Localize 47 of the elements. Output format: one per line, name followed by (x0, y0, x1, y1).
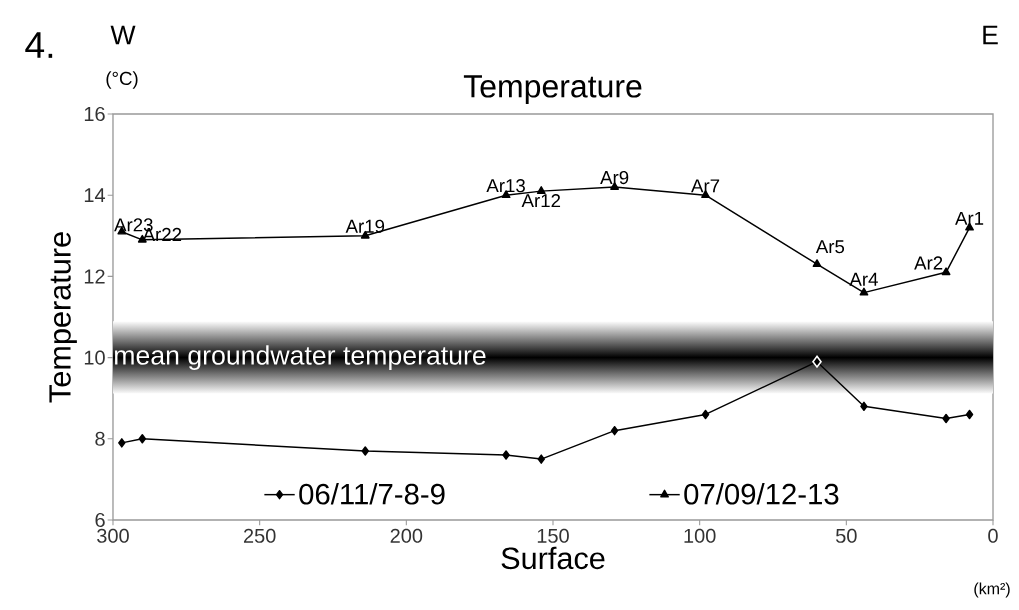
point (812, 259, 822, 268)
y-tick-label: 10 (84, 350, 105, 365)
y-tick-label: 14 (84, 188, 106, 203)
band-label: mean groundwater temperature (115, 345, 486, 371)
text: 4. (25, 32, 53, 58)
point (361, 446, 369, 456)
x-axis-title: Surface (501, 546, 605, 570)
text: (°C) (106, 71, 138, 89)
annotation: Ar2 (914, 256, 943, 270)
legend-label: 07/09/12-13 (684, 483, 839, 505)
x-tick-label: 150 (537, 528, 569, 543)
point (860, 401, 868, 412)
y-tick-label: 12 (84, 269, 105, 284)
y-tick-label: 8 (95, 431, 105, 446)
point (118, 438, 126, 448)
annotation: Ar19 (345, 219, 385, 233)
x-tick-label: 250 (243, 528, 276, 543)
x-tick-label: 0 (988, 528, 998, 543)
x-tick-label: 200 (390, 528, 423, 543)
legend-label: 06/11/7-8-9 (299, 483, 445, 505)
text: (km²) (974, 582, 1010, 598)
point (610, 425, 619, 436)
point (701, 409, 710, 420)
point (941, 267, 951, 276)
point (537, 454, 546, 464)
annotation: Ar4 (849, 272, 878, 286)
y-tick-label: 6 (95, 512, 105, 528)
annotation: Ar5 (815, 240, 845, 254)
x-tick-label: 300 (97, 528, 129, 543)
text: E (983, 25, 998, 45)
annotation: Ar12 (521, 194, 561, 208)
point (138, 434, 147, 444)
annotation: Ar13 (486, 179, 525, 193)
annotation: Ar1 (955, 211, 984, 225)
chart-title: Temperature (463, 75, 642, 104)
y-tick-label: 16 (84, 106, 105, 122)
annotation: Ar7 (691, 179, 720, 193)
point (812, 355, 822, 368)
text: W (110, 25, 136, 45)
x-tick-label: 100 (684, 528, 716, 543)
annotation: Ar9 (600, 170, 629, 185)
point (859, 287, 869, 296)
point (965, 409, 974, 420)
x-tick-label: 50 (836, 528, 857, 543)
point (502, 450, 510, 460)
y-axis-title: Temperature (49, 232, 77, 403)
point (942, 413, 950, 424)
